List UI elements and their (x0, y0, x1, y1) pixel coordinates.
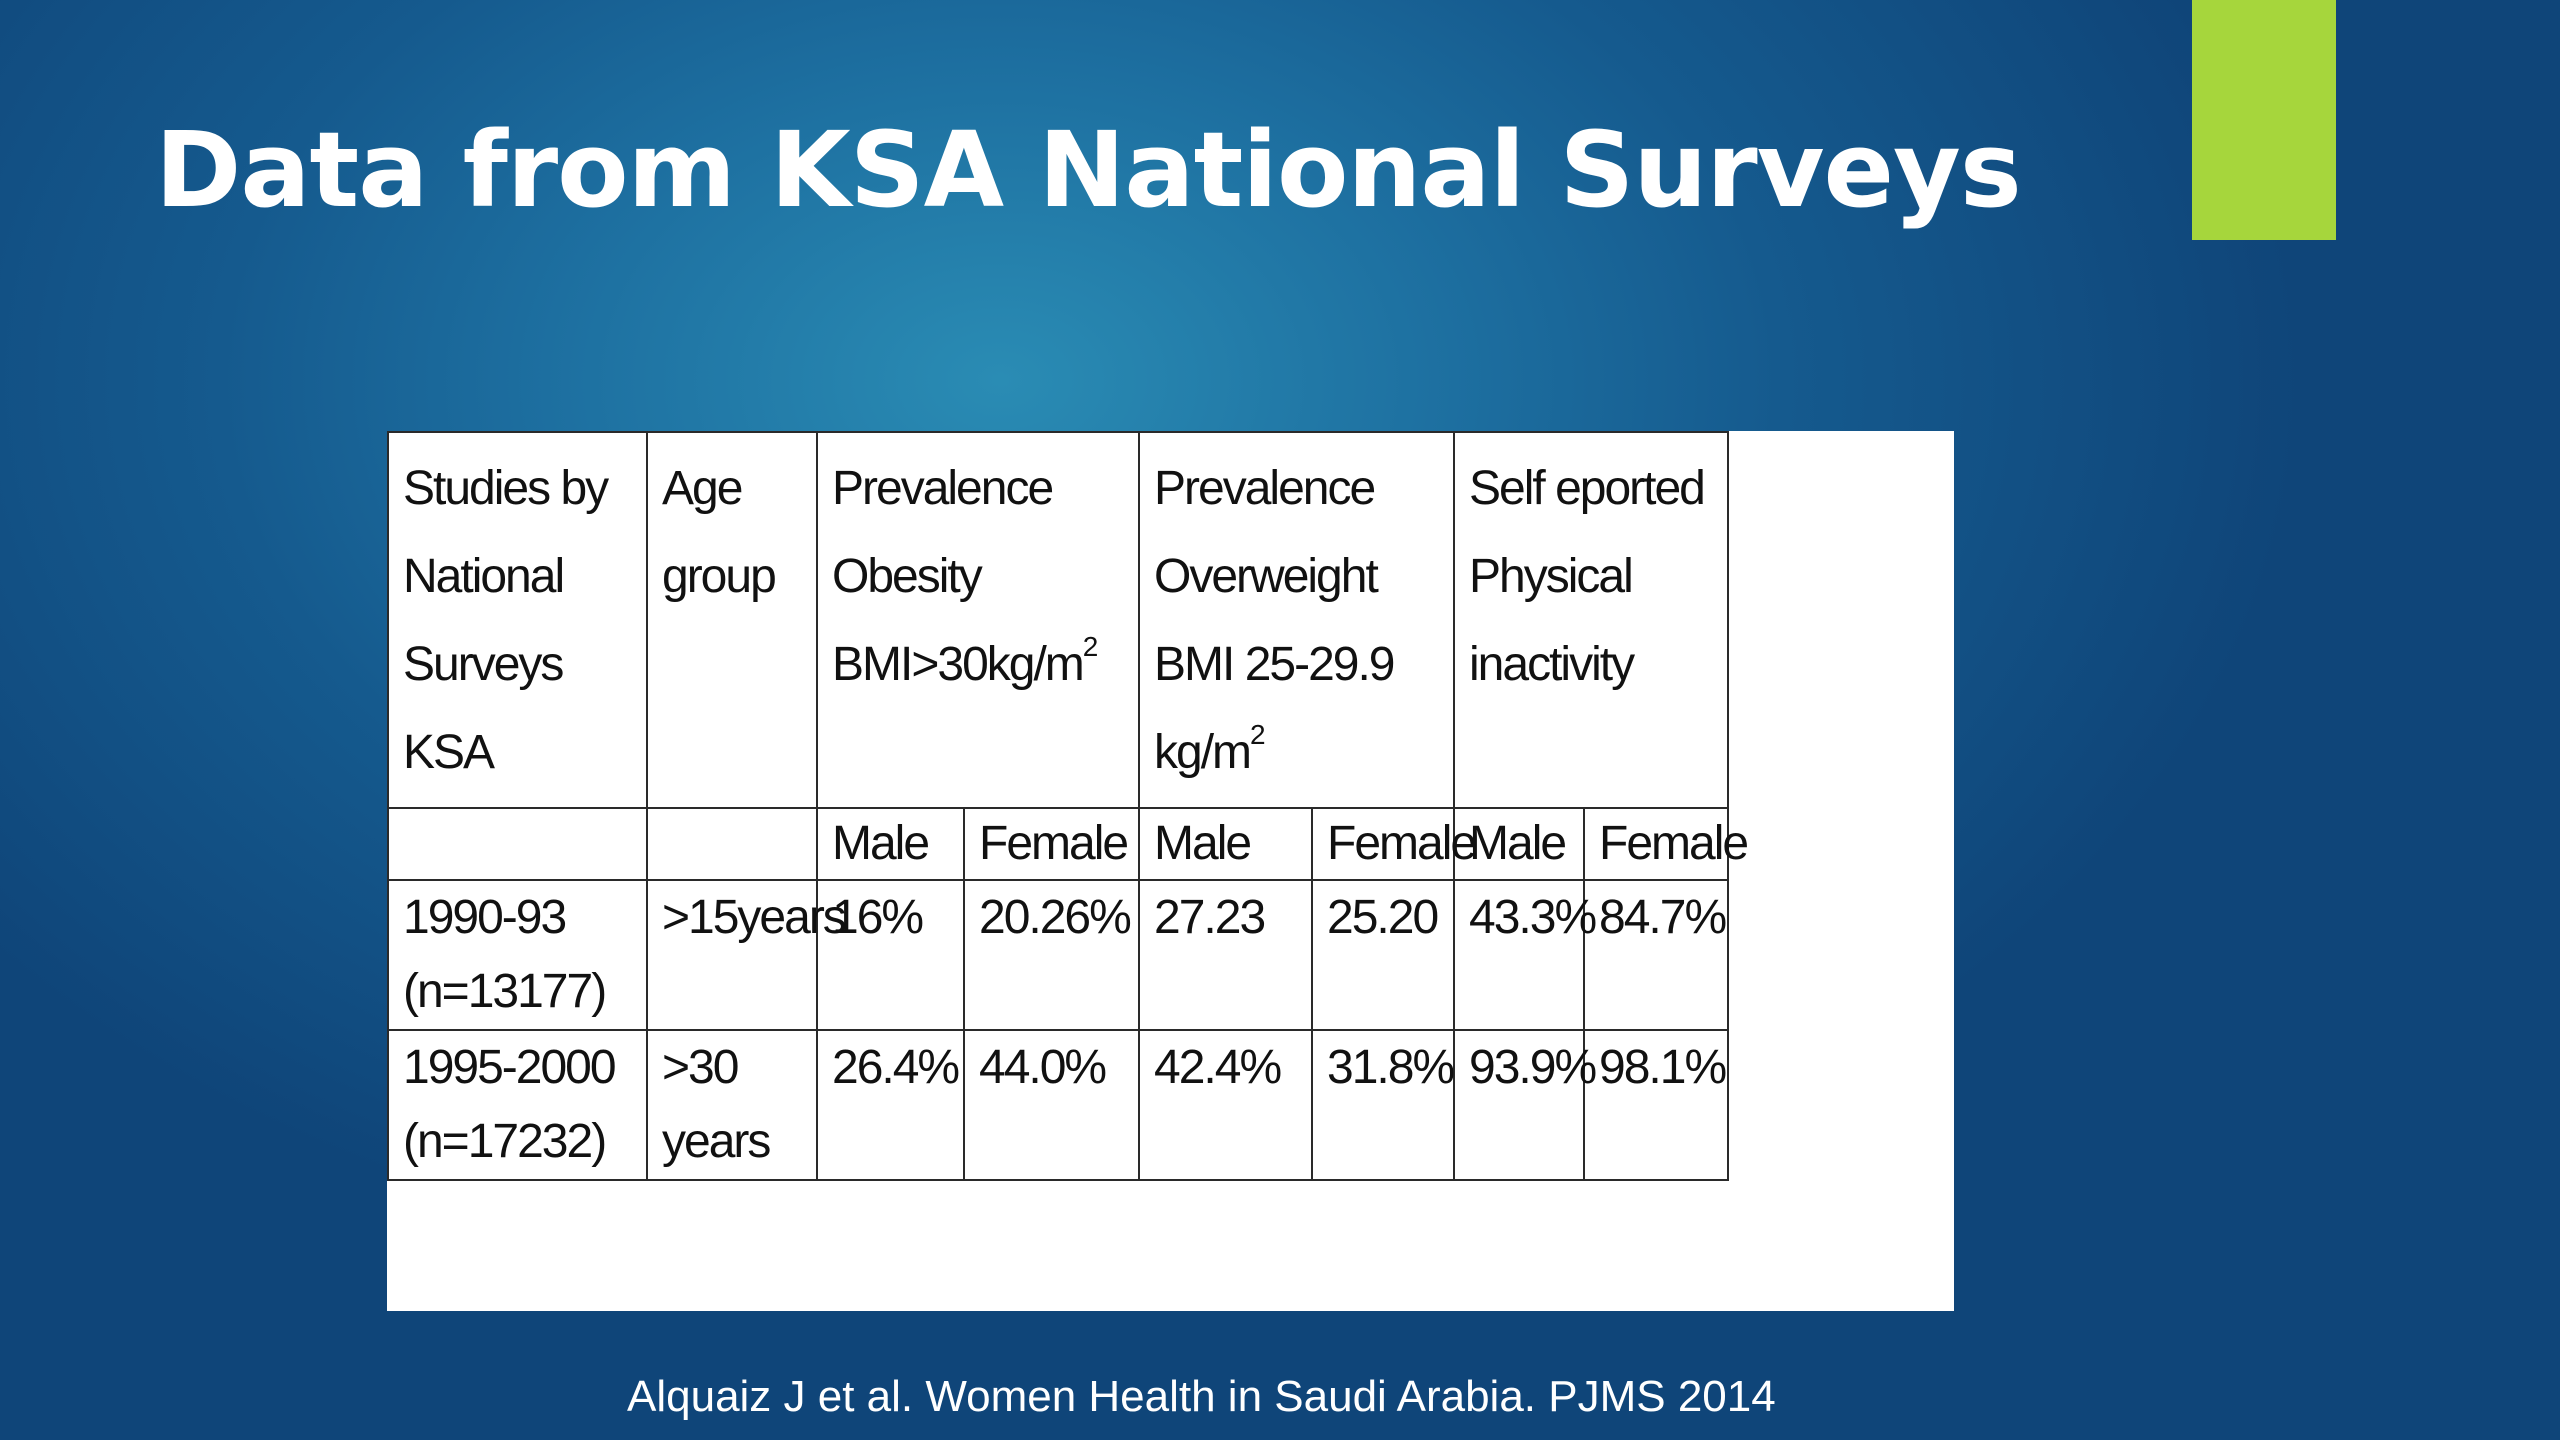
value-cell: 16% (816, 879, 965, 1031)
table-panel: Studies by National Surveys KSA Age grou… (387, 431, 1954, 1311)
subheader-female: Female (1583, 807, 1749, 881)
citation: Alquaiz J et al. Women Health in Saudi A… (627, 1372, 1776, 1421)
table-row: 1990-93 (n=13177) >15years 16% 20.26% 27… (387, 879, 1730, 1031)
subheader-male: Male (816, 807, 965, 881)
age-cell: >15years (646, 879, 847, 1031)
age-cell: >30 years (646, 1029, 818, 1181)
study-cell: 1995-2000 (n=17232) (387, 1029, 648, 1181)
value-cell: 42.4% (1138, 1029, 1314, 1181)
header-inactivity: Self eported Physical inactivity (1453, 431, 1730, 809)
value-cell: 20.26% (962, 879, 1141, 1031)
table-row: 1995-2000 (n=17232) >30 years 26.4% 44.0… (387, 1029, 1730, 1181)
value-cell: 25.20 (1311, 879, 1456, 1031)
header-overweight: Prevalence Overweight BMI 25-29.9 kg/m2 (1138, 431, 1456, 809)
header-age-group: Age group (646, 431, 818, 809)
value-cell: 31.8% (1311, 1029, 1455, 1181)
subheader-female: Female (1311, 807, 1477, 881)
subheader-empty-cell (646, 807, 818, 881)
subheader-empty-cell (387, 807, 648, 881)
value-cell: 26.4% (816, 1029, 965, 1181)
value-cell: 43.3% (1453, 879, 1597, 1031)
table-subheader-row: Male Female Male Female Male Female (387, 807, 1749, 881)
value-cell: 27.23 (1138, 879, 1314, 1031)
value-cell: 44.0% (962, 1029, 1141, 1181)
value-cell: 98.1% (1583, 1029, 1730, 1181)
value-cell: 84.7% (1583, 879, 1730, 1031)
study-cell: 1990-93 (n=13177) (387, 879, 648, 1031)
subheader-female: Female (962, 807, 1141, 881)
subheader-male: Male (1138, 807, 1314, 881)
header-studies: Studies by National Surveys KSA (387, 431, 648, 809)
slide-title: Data from KSA National Surveys (155, 109, 2022, 231)
accent-block (2192, 0, 2336, 240)
subheader-male: Male (1453, 807, 1586, 881)
survey-table: Studies by National Surveys KSA Age grou… (387, 431, 1749, 1181)
header-obesity: Prevalence Obesity BMI>30kg/m2 (815, 431, 1141, 809)
table-header-row: Studies by National Surveys KSA Age grou… (387, 431, 1730, 809)
value-cell: 93.9% (1453, 1029, 1597, 1181)
